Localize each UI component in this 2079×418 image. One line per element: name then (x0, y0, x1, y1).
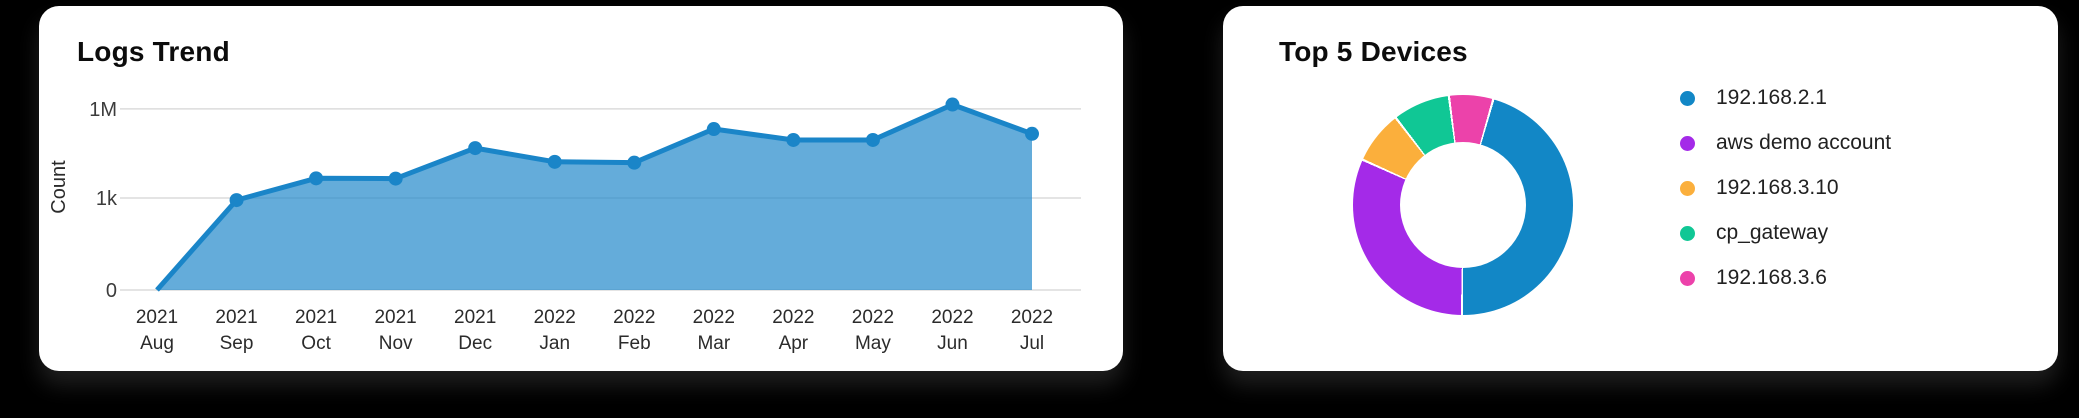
x-axis-tick: 2021 Nov (374, 307, 416, 354)
top-devices-card: Top 5 Devices 192.168.2.1 aws demo accoun… (1223, 6, 2058, 371)
x-axis-tick: 2022 Feb (613, 307, 655, 354)
legend-item[interactable]: 192.168.2.1 (1673, 83, 1891, 113)
x-axis-tick: 2022 Jul (1011, 307, 1053, 354)
x-axis-tick: 2022 Jun (931, 307, 973, 354)
data-point (388, 171, 403, 186)
x-axis-tick: 2021 Oct (295, 307, 337, 354)
data-point (1025, 126, 1039, 141)
y-axis-tick: 1M (89, 99, 117, 121)
legend-label: 192.168.3.6 (1716, 266, 1827, 289)
donut-legend: 192.168.2.1 aws demo account 192.168.3.10 c… (1673, 83, 1891, 308)
legend-item[interactable]: aws demo account (1673, 128, 1891, 158)
y-axis-label: Count (48, 160, 70, 214)
data-point (468, 141, 483, 156)
data-point (706, 122, 721, 137)
data-point (865, 132, 880, 147)
legend-color-dot (1680, 225, 1695, 241)
x-axis-tick: 2021 Sep (215, 307, 257, 354)
y-axis-tick: 0 (106, 280, 117, 302)
data-point (547, 154, 562, 169)
trend-line (155, 102, 1033, 292)
x-axis-tick: 2022 Apr (772, 307, 814, 354)
legend-label: aws demo account (1716, 131, 1892, 154)
x-axis-tick: 2021 Aug (136, 307, 178, 354)
x-axis-tick: 2022 Mar (693, 307, 735, 354)
logs-trend-card: Logs Trend 0 1k 1M Count 2021 Aug 2021 Sep 2021 O… (39, 6, 1123, 371)
legend-item[interactable]: 192.168.3.10 (1673, 173, 1891, 203)
legend-item[interactable]: cp_gateway (1673, 218, 1891, 248)
logs-trend-title: Logs Trend (77, 36, 230, 67)
legend-color-dot (1680, 180, 1695, 196)
data-point (229, 193, 244, 208)
legend-color-dot (1680, 135, 1695, 151)
area-fill (157, 104, 1032, 290)
data-point (786, 132, 801, 147)
data-point (309, 171, 324, 186)
data-point (945, 97, 960, 112)
top-devices-title: Top 5 Devices (1279, 36, 1468, 67)
logs-trend-chart: 0 1k 1M Count 2021 Aug 2021 Sep 2021 Oct 2021 Nov 20… (48, 97, 1081, 354)
x-axis-tick: 2021 Dec (454, 307, 496, 354)
data-point (627, 155, 642, 170)
legend-item[interactable]: 192.168.3.6 (1673, 263, 1891, 293)
legend-label: cp_gateway (1716, 221, 1829, 244)
legend-label: 192.168.2.1 (1716, 86, 1827, 109)
legend-label: 192.168.3.10 (1716, 176, 1839, 199)
donut-hole (1400, 142, 1526, 268)
x-axis-tick: 2022 May (852, 307, 894, 354)
legend-color-dot (1680, 270, 1695, 286)
x-axis-tick: 2022 Jan (534, 307, 576, 354)
y-axis-tick: 1k (96, 188, 118, 210)
legend-color-dot (1680, 90, 1695, 106)
